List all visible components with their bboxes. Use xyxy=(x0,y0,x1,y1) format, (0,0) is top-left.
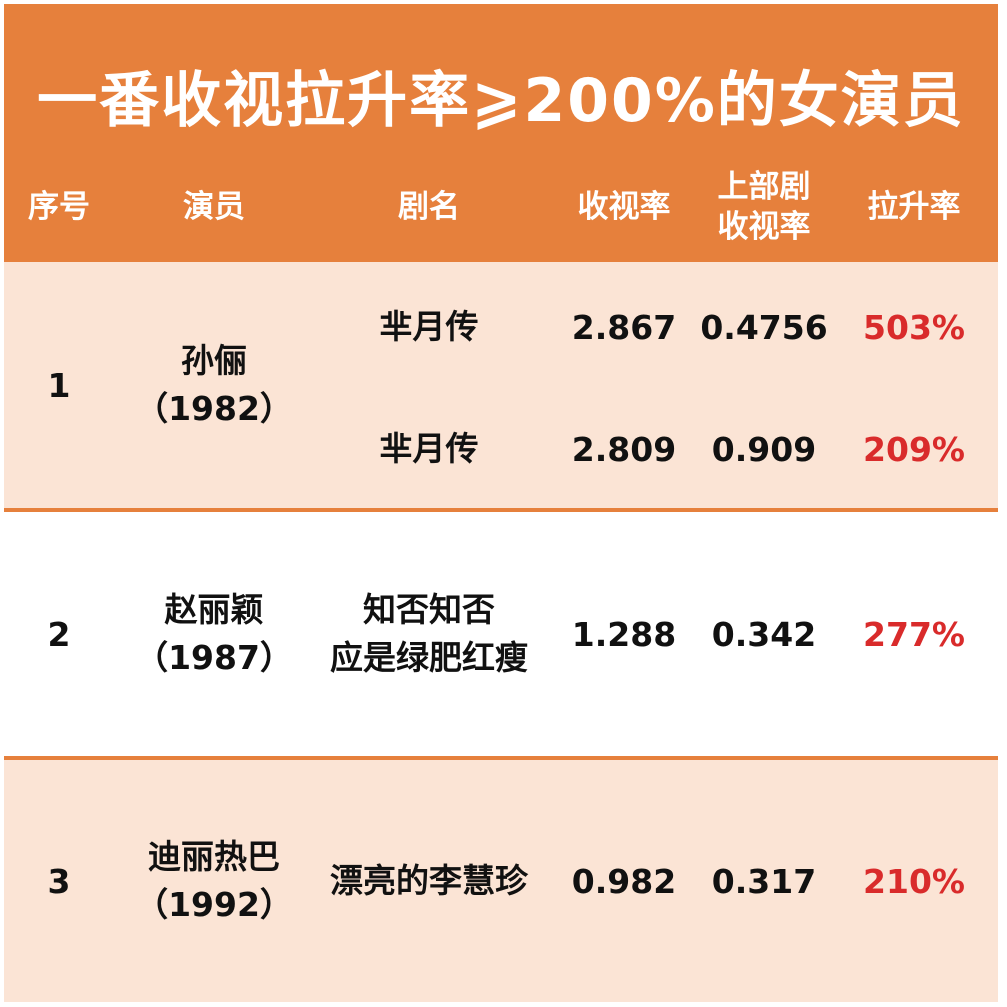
drama-line2: 应是绿肥红瘦 xyxy=(330,638,528,677)
table-title: 一番收视拉升率⩾200%的女演员 xyxy=(37,66,965,136)
prev-rating-cell: 0.317 xyxy=(711,861,817,901)
actress-name: 迪丽热巴 xyxy=(148,837,280,876)
header-index: 序号 xyxy=(28,189,90,225)
table-row-2: 2 赵丽颖 （1987） 知否知否 应是绿肥红瘦 1.288 0.342 277… xyxy=(4,512,998,756)
header-prev-rating-line2: 收视率 xyxy=(717,209,811,245)
header-prev-rating-line1: 上部剧 xyxy=(717,169,811,205)
drama-cell: 漂亮的李慧珍 xyxy=(330,861,528,900)
actress-cell: 迪丽热巴 （1992） xyxy=(114,760,314,1002)
rating-cell: 2.809 xyxy=(571,429,677,469)
header-actress: 演员 xyxy=(183,189,245,225)
rating-cell: 1.288 xyxy=(571,614,677,654)
actress-cell: 赵丽颖 （1987） xyxy=(114,512,314,756)
header-drama: 剧名 xyxy=(398,189,460,225)
row-index: 3 xyxy=(47,861,71,901)
drama-line1: 知否知否 xyxy=(363,590,495,629)
rating-cell: 0.982 xyxy=(571,861,677,901)
actress-year: （1992） xyxy=(135,885,293,924)
header-rating: 收视率 xyxy=(577,189,671,225)
drama-cell: 芈月传 xyxy=(379,307,479,346)
ranking-table: 一番收视拉升率⩾200%的女演员 序号 演员 剧名 收视率 上部剧 收视率 拉升… xyxy=(4,4,998,1002)
actress-name: 孙俪 xyxy=(181,341,247,380)
drama-cell: 知否知否 应是绿肥红瘦 xyxy=(304,512,554,756)
rating-cell: 2.867 xyxy=(571,307,677,347)
drama-cell: 芈月传 xyxy=(379,429,479,468)
growth-cell: 209% xyxy=(863,429,965,469)
actress-cell: 孙俪 （1982） xyxy=(114,262,314,508)
actress-name: 赵丽颖 xyxy=(164,590,264,629)
growth-cell: 277% xyxy=(863,614,965,654)
prev-rating-cell: 0.909 xyxy=(711,429,817,469)
prev-rating-cell: 0.4756 xyxy=(700,307,828,347)
row-index: 1 xyxy=(47,365,71,405)
actress-year: （1982） xyxy=(135,389,293,428)
table-row-3: 3 迪丽热巴 （1992） 漂亮的李慧珍 0.982 0.317 210% xyxy=(4,760,998,1002)
row-index: 2 xyxy=(47,614,71,654)
header-prev-rating: 上部剧 收视率 xyxy=(694,159,834,255)
table-row-1: 1 孙俪 （1982） 芈月传 2.867 0.4756 503% 芈月传 2.… xyxy=(4,262,998,508)
prev-rating-cell: 0.342 xyxy=(711,614,817,654)
growth-cell: 210% xyxy=(863,861,965,901)
growth-cell: 503% xyxy=(863,307,965,347)
actress-year: （1987） xyxy=(135,638,293,677)
header-growth: 拉升率 xyxy=(867,189,961,225)
